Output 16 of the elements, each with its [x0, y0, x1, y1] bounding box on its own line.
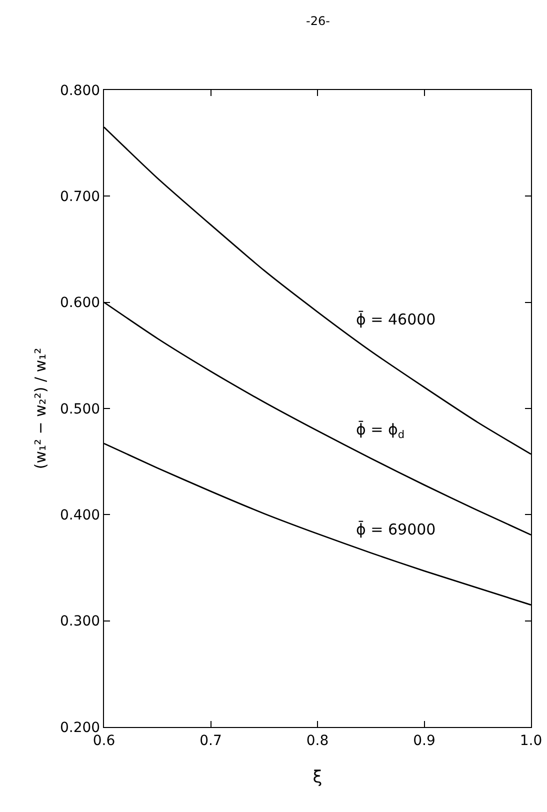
text: -26-	[306, 14, 330, 28]
x-tick-label: 1.0	[520, 732, 542, 749]
x-tick-label: 0.9	[413, 732, 436, 749]
x-axis-title: ξ	[312, 767, 322, 788]
y-tick-label: 0.400	[60, 508, 100, 524]
x-tick-label: 0.8	[306, 732, 329, 749]
series-label: ϕ̄ = 46000	[356, 310, 436, 329]
y-tick-label: 0.700	[60, 189, 100, 206]
y-axis-title: (w₁² − w₂²) / w₁²	[31, 348, 50, 470]
y-tick-label: 0.500	[60, 401, 100, 418]
y-tick-label: 0.600	[60, 295, 100, 312]
y-tick-label: 0.300	[60, 614, 100, 630]
series-label: ϕ̄ = 69000	[356, 520, 436, 539]
y-tick-label: 0.800	[60, 82, 100, 99]
series-label: ϕ̄ = ϕ$_{d}$	[356, 420, 405, 441]
x-tick-label: 0.7	[200, 732, 222, 749]
